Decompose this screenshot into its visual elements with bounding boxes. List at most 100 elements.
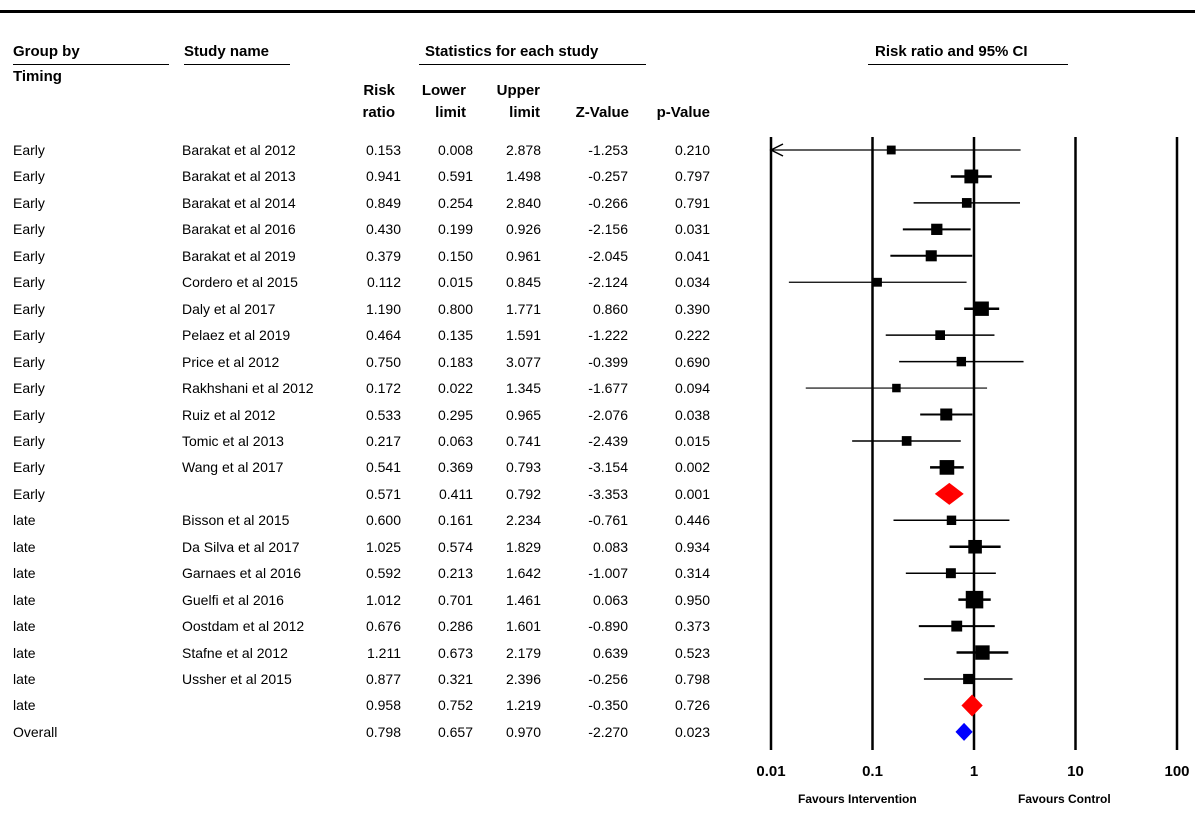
upper-limit-cell: 1.461	[505, 591, 541, 608]
z-value-cell: -2.124	[588, 274, 628, 291]
upper-limit-cell: 0.926	[505, 221, 541, 238]
favours-control-label: Favours Control	[1018, 792, 1111, 806]
z-value-cell: -1.677	[588, 380, 628, 397]
p-value-cell: 0.798	[674, 671, 710, 687]
z-value-cell: -0.266	[588, 194, 628, 211]
upper-limit-cell: 1.219	[505, 697, 541, 714]
upper-limit-cell: 0.961	[505, 247, 541, 264]
study-name-cell: Barakat et al 2014	[182, 194, 296, 211]
z-value-cell: 0.083	[592, 538, 628, 555]
p-value-header: p-Value	[656, 104, 710, 121]
z-value-cell: 0.639	[592, 644, 628, 661]
lower-limit-cell: 0.701	[437, 591, 473, 608]
upper-limit-cell: 0.845	[505, 274, 541, 291]
point-estimate	[961, 198, 972, 208]
subtotal-diamond	[934, 482, 964, 505]
risk-ratio-cell: 0.533	[365, 406, 401, 423]
p-value-cell: 0.690	[674, 353, 710, 370]
risk-ratio-cell: 0.750	[365, 353, 401, 370]
p-value-cell: 0.950	[674, 591, 710, 608]
upper-limit-cell: 2.878	[505, 142, 541, 158]
group-cell: late	[13, 618, 36, 635]
risk-ratio-cell: 0.379	[365, 247, 401, 264]
p-value-cell: 0.015	[674, 432, 710, 449]
group-cell: Early	[13, 432, 45, 449]
p-value-cell: 0.523	[674, 644, 710, 661]
lower-limit-cell: 0.213	[437, 565, 473, 582]
z-value-cell: 0.063	[592, 591, 628, 608]
p-value-cell: 0.726	[674, 697, 710, 714]
point-estimate	[892, 383, 901, 393]
group-cell: Early	[13, 221, 45, 238]
study-name-cell: Daly et al 2017	[182, 300, 276, 317]
plot-title-underline	[868, 64, 1068, 65]
subtotal-diamond	[961, 694, 983, 717]
group-cell: Early	[13, 485, 45, 502]
lower-limit-cell: 0.295	[437, 406, 473, 423]
group-cell: Early	[13, 327, 45, 344]
risk-ratio-cell: 0.849	[365, 194, 401, 211]
z-value-cell: -2.045	[588, 247, 628, 264]
x-tick-label: 10	[1067, 763, 1084, 780]
upper-limit-cell: 1.642	[505, 565, 541, 582]
study-name-cell: Price et al 2012	[182, 353, 280, 370]
x-tick-label: 1	[969, 763, 979, 780]
study-name-cell: Da Silva et al 2017	[182, 538, 300, 555]
study-name-cell: Barakat et al 2019	[182, 247, 296, 264]
upper-limit-cell: 0.792	[505, 485, 541, 502]
lower-limit-cell: 0.161	[437, 512, 473, 529]
statistics-underline	[419, 64, 646, 65]
study-name-cell: Ussher et al 2015	[182, 671, 292, 687]
ci-arrow	[769, 143, 784, 157]
statistics-header: Statistics for each study	[425, 43, 599, 60]
risk-ratio-cell: 0.172	[365, 380, 401, 397]
lower-limit-header: Lower limit	[408, 80, 466, 124]
lower-limit-header-line1: Lower	[421, 82, 466, 99]
study-name-cell: Barakat et al 2012	[182, 142, 296, 158]
group-cell: late	[13, 591, 36, 608]
risk-ratio-cell: 0.941	[365, 168, 401, 185]
group-cell: late	[13, 512, 36, 529]
timing-header: Timing	[13, 68, 62, 85]
risk-ratio-header-line1: Risk	[363, 82, 395, 99]
group-cell: Early	[13, 353, 45, 370]
favours-intervention-label: Favours Intervention	[798, 792, 917, 806]
risk-ratio-cell: 1.211	[367, 644, 401, 661]
upper-limit-cell: 0.741	[505, 432, 541, 449]
lower-limit-cell: 0.369	[437, 459, 473, 476]
lower-limit-cell: 0.752	[437, 697, 473, 714]
p-value-cell: 0.002	[674, 459, 710, 476]
p-value-cell: 0.034	[674, 274, 710, 291]
p-value-cell: 0.001	[674, 485, 710, 502]
point-estimate	[968, 539, 982, 554]
group-cell: Overall	[13, 723, 58, 740]
lower-limit-cell: 0.411	[439, 485, 473, 502]
study-name-cell: Barakat et al 2016	[182, 221, 296, 238]
point-estimate	[873, 277, 882, 287]
z-value-cell: -2.439	[588, 432, 628, 449]
study-name-cell: Tomic et al 2013	[182, 432, 284, 449]
z-value-cell: -3.353	[588, 485, 628, 502]
p-value-cell: 0.038	[674, 406, 710, 423]
risk-ratio-cell: 0.676	[365, 618, 401, 635]
group-cell: late	[13, 538, 36, 555]
p-value-cell: 0.791	[674, 194, 710, 211]
z-value-cell: -2.076	[588, 406, 628, 423]
point-estimate	[931, 223, 943, 235]
lower-limit-cell: 0.657	[437, 723, 473, 740]
z-value-header: Z-Value	[575, 104, 629, 121]
z-value-cell: -0.256	[588, 671, 628, 687]
p-value-cell: 0.210	[674, 142, 710, 158]
lower-limit-cell: 0.022	[437, 380, 473, 397]
group-cell: Early	[13, 459, 45, 476]
point-estimate	[965, 590, 984, 609]
upper-limit-cell: 1.829	[505, 538, 541, 555]
p-value-cell: 0.797	[674, 168, 710, 185]
lower-limit-cell: 0.800	[437, 300, 473, 317]
study-name-cell: Pelaez et al 2019	[182, 327, 291, 344]
point-estimate	[964, 169, 979, 184]
top-rule	[0, 10, 1195, 13]
x-tick-label: 100	[1164, 763, 1190, 780]
z-value-cell: -0.350	[588, 697, 628, 714]
point-estimate	[925, 250, 937, 262]
